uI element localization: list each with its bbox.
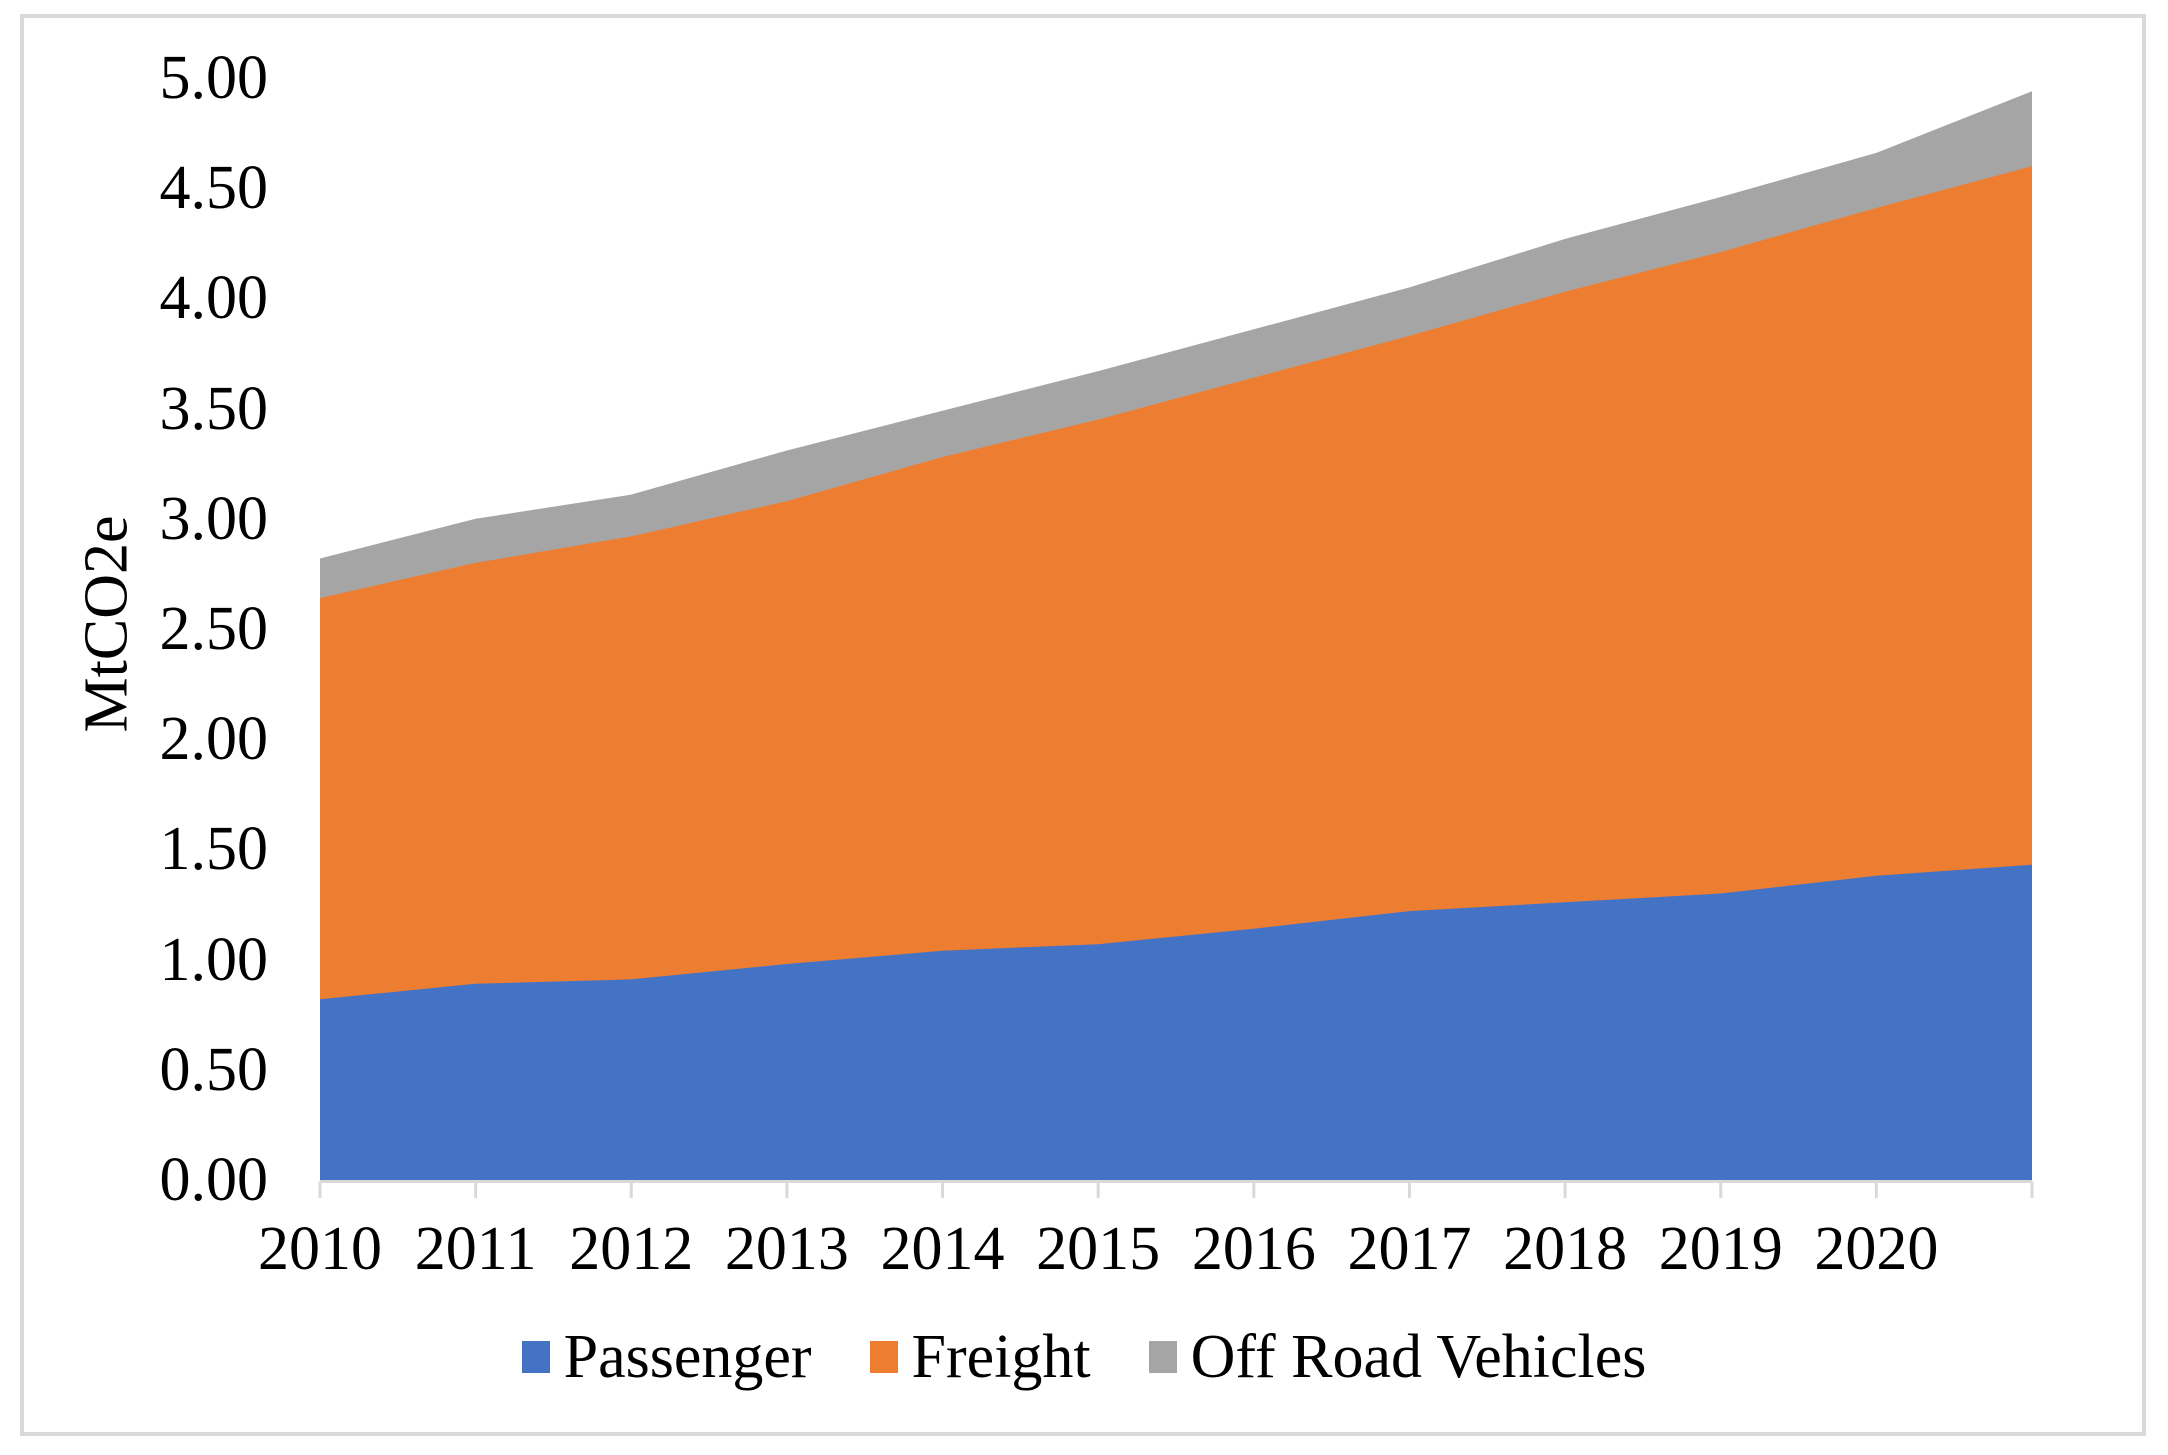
x-tick-label: 2016 bbox=[1191, 1215, 1316, 1283]
x-tick-label: 2010 bbox=[258, 1215, 382, 1283]
area-series-passenger bbox=[320, 864, 2032, 1180]
legend-swatch bbox=[521, 1341, 550, 1373]
x-tick-label: 2017 bbox=[1347, 1215, 1472, 1283]
y-tick-label: 0.00 bbox=[159, 1146, 269, 1214]
x-tick-label: 2011 bbox=[414, 1215, 537, 1283]
legend-item-off-road-vehicles: Off Road Vehicles bbox=[1148, 1322, 1647, 1392]
legend-label: Off Road Vehicles bbox=[1190, 1323, 1647, 1391]
y-tick-label: 2.00 bbox=[159, 705, 269, 774]
y-tick-label: 0.50 bbox=[159, 1035, 269, 1104]
legend-item-freight: Freight bbox=[869, 1322, 1091, 1392]
legend-item-passenger: Passenger bbox=[521, 1322, 812, 1392]
y-tick-label: 1.50 bbox=[159, 815, 269, 884]
y-tick-label: 3.00 bbox=[159, 484, 269, 553]
x-tick-label: 2020 bbox=[1814, 1215, 1939, 1283]
x-tick-label: 2012 bbox=[569, 1215, 694, 1283]
legend-label: Freight bbox=[911, 1323, 1091, 1391]
x-tick-label: 2013 bbox=[724, 1215, 849, 1283]
y-tick-label: 4.00 bbox=[159, 264, 269, 333]
x-tick-label: 2018 bbox=[1503, 1215, 1628, 1283]
y-tick-label: 5.00 bbox=[159, 44, 269, 112]
legend-swatch bbox=[869, 1341, 898, 1373]
y-tick-label: 4.50 bbox=[159, 154, 269, 223]
y-tick-label: 1.00 bbox=[159, 925, 269, 994]
x-tick-label: 2015 bbox=[1036, 1215, 1161, 1283]
y-tick-label: 3.50 bbox=[159, 374, 269, 443]
x-tick-label: 2014 bbox=[880, 1215, 1005, 1283]
y-tick-label: 2.50 bbox=[159, 595, 269, 663]
legend-label: Passenger bbox=[563, 1323, 812, 1391]
legend: Passenger Freight Off Road Vehicles bbox=[0, 1322, 2168, 1392]
legend-swatch bbox=[1148, 1341, 1177, 1373]
x-tick-label: 2019 bbox=[1658, 1215, 1783, 1283]
